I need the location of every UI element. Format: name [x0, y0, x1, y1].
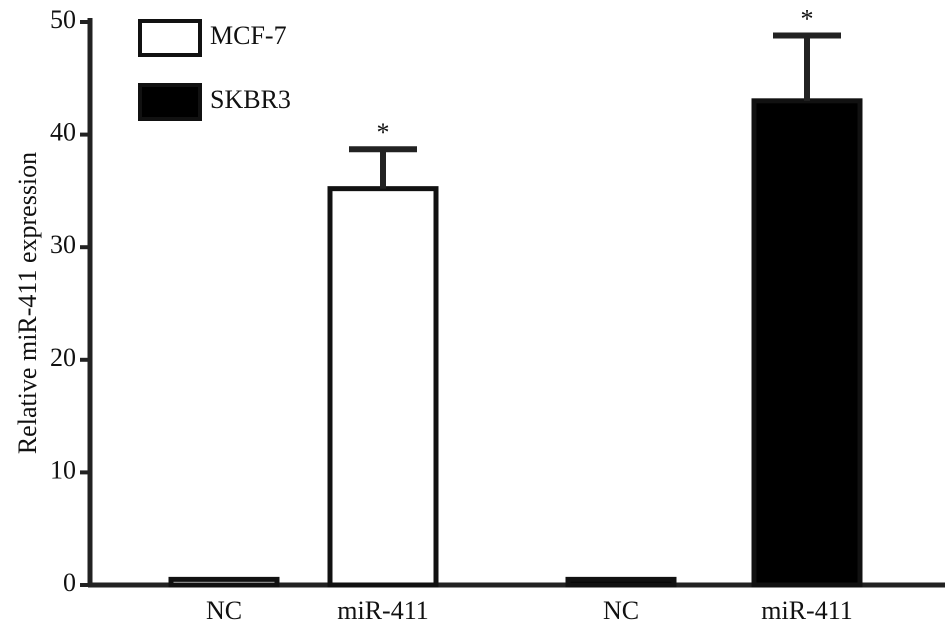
legend-label: MCF-7	[210, 21, 287, 50]
x-tick-label: miR-411	[761, 596, 852, 625]
y-tick-label: 40	[50, 118, 76, 147]
x-tick-label: NC	[603, 596, 639, 625]
y-axis-label: Relative miR-411 expression	[13, 152, 42, 454]
y-tick-label: 10	[50, 455, 76, 484]
bar	[565, 576, 677, 588]
y-tick-label: 50	[50, 5, 76, 34]
y-tick-label: 0	[63, 568, 76, 597]
bar	[168, 576, 280, 588]
bar	[751, 98, 863, 588]
x-tick-label: NC	[206, 596, 242, 625]
x-tick-label: miR-411	[337, 596, 428, 625]
legend-label: SKBR3	[210, 85, 291, 114]
y-tick-label: 20	[50, 343, 76, 372]
significance-label: *	[377, 118, 390, 147]
bar	[327, 186, 439, 588]
significance-label: *	[801, 4, 814, 33]
y-tick-label: 30	[50, 230, 76, 259]
legend-swatch	[138, 83, 202, 121]
legend-swatch	[138, 19, 202, 57]
